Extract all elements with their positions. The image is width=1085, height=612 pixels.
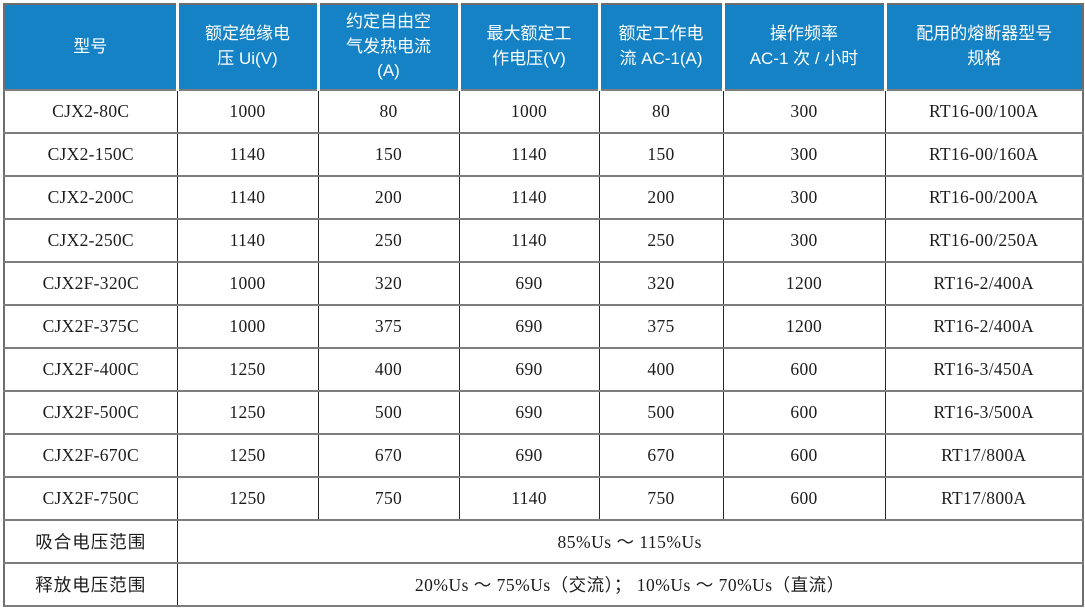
column-header-thermal-current: 约定自由空 气发热电流 (A): [316, 3, 461, 91]
cell: 320: [598, 261, 724, 306]
cell: RT16-00/200A: [884, 175, 1084, 220]
cell: RT16-00/160A: [884, 132, 1084, 177]
column-header-max-working-voltage: 最大额定工 作电压(V): [457, 3, 601, 91]
pickup-voltage-label: 吸合电压范围: [3, 519, 178, 564]
cell: 600: [722, 390, 886, 435]
cell: 690: [458, 390, 600, 435]
cell: RT16-2/400A: [884, 261, 1084, 306]
cell-model: CJX2-80C: [3, 89, 178, 134]
release-voltage-label: 释放电压范围: [3, 562, 178, 607]
release-voltage-row: 释放电压范围 20%Us ～ 75%Us（交流）； 10%Us ～ 70%Us（…: [3, 562, 1084, 607]
cell-model: CJX2F-670C: [3, 433, 178, 478]
pickup-voltage-value: 85%Us ～ 115%Us: [176, 519, 1084, 564]
header-row: 型号 额定绝缘电 压 Ui(V) 约定自由空 气发热电流 (A) 最大额定工 作…: [3, 3, 1084, 91]
cell: 670: [317, 433, 460, 478]
cell: 750: [598, 476, 724, 521]
table-row: CJX2-250C 1140 250 1140 250 300 RT16-00/…: [3, 218, 1084, 263]
cell-model: CJX2-250C: [3, 218, 178, 263]
cell-model: CJX2F-375C: [3, 304, 178, 349]
cell: 400: [317, 347, 460, 392]
cell: 1000: [176, 261, 319, 306]
cell: 600: [722, 347, 886, 392]
table-row: CJX2F-500C 1250 500 690 500 600 RT16-3/5…: [3, 390, 1084, 435]
cell: 250: [598, 218, 724, 263]
cell: 1140: [458, 218, 600, 263]
cell: 500: [317, 390, 460, 435]
cell: 670: [598, 433, 724, 478]
cell: 1000: [458, 89, 600, 134]
cell: 200: [598, 175, 724, 220]
cell: 200: [317, 175, 460, 220]
cell-model: CJX2F-400C: [3, 347, 178, 392]
cell: RT17/800A: [884, 433, 1084, 478]
cell: 1250: [176, 347, 319, 392]
cell: 1140: [458, 175, 600, 220]
cell: 300: [722, 218, 886, 263]
cell: 1200: [722, 304, 886, 349]
table-row: CJX2F-375C 1000 375 690 375 1200 RT16-2/…: [3, 304, 1084, 349]
table-header: 型号 额定绝缘电 压 Ui(V) 约定自由空 气发热电流 (A) 最大额定工 作…: [3, 3, 1084, 91]
cell: 1140: [176, 218, 319, 263]
table-row: CJX2-200C 1140 200 1140 200 300 RT16-00/…: [3, 175, 1084, 220]
cell: 375: [317, 304, 460, 349]
column-header-operating-frequency: 操作频率 AC-1 次 / 小时: [721, 3, 887, 91]
cell: 1250: [176, 390, 319, 435]
cell: 80: [598, 89, 724, 134]
cell-model: CJX2F-750C: [3, 476, 178, 521]
cell-model: CJX2F-500C: [3, 390, 178, 435]
table-row: CJX2-80C 1000 80 1000 80 300 RT16-00/100…: [3, 89, 1084, 134]
cell: 80: [317, 89, 460, 134]
cell: 690: [458, 304, 600, 349]
column-header-model: 型号: [3, 3, 179, 91]
cell: 600: [722, 433, 886, 478]
cell: RT17/800A: [884, 476, 1084, 521]
cell: 300: [722, 132, 886, 177]
table-row: CJX2-150C 1140 150 1140 150 300 RT16-00/…: [3, 132, 1084, 177]
table-row: CJX2F-320C 1000 320 690 320 1200 RT16-2/…: [3, 261, 1084, 306]
cell: 150: [317, 132, 460, 177]
cell: RT16-3/450A: [884, 347, 1084, 392]
table-row: CJX2F-400C 1250 400 690 400 600 RT16-3/4…: [3, 347, 1084, 392]
cell: 250: [317, 218, 460, 263]
cell-model: CJX2-200C: [3, 175, 178, 220]
table-row: CJX2F-750C 1250 750 1140 750 600 RT17/80…: [3, 476, 1084, 521]
cell: 690: [458, 347, 600, 392]
pickup-voltage-row: 吸合电压范围 85%Us ～ 115%Us: [3, 519, 1084, 564]
cell: 400: [598, 347, 724, 392]
cell: 1250: [176, 476, 319, 521]
cell: RT16-3/500A: [884, 390, 1084, 435]
cell: 150: [598, 132, 724, 177]
cell-model: CJX2-150C: [3, 132, 178, 177]
cell: 300: [722, 175, 886, 220]
table-row: CJX2F-670C 1250 670 690 670 600 RT17/800…: [3, 433, 1084, 478]
cell: 320: [317, 261, 460, 306]
cell: 300: [722, 89, 886, 134]
cell: 1140: [176, 175, 319, 220]
cell: RT16-2/400A: [884, 304, 1084, 349]
column-header-fuse-spec: 配用的熔断器型号 规格: [883, 3, 1084, 91]
cell: 1140: [176, 132, 319, 177]
release-voltage-value: 20%Us ～ 75%Us（交流）； 10%Us ～ 70%Us（直流）: [176, 562, 1084, 607]
cell: 375: [598, 304, 724, 349]
cell: 1000: [176, 304, 319, 349]
cell: 1140: [458, 476, 600, 521]
cell: 500: [598, 390, 724, 435]
cell: RT16-00/100A: [884, 89, 1084, 134]
cell-model: CJX2F-320C: [3, 261, 178, 306]
cell: 750: [317, 476, 460, 521]
cell: 690: [458, 433, 600, 478]
table-body: CJX2-80C 1000 80 1000 80 300 RT16-00/100…: [3, 89, 1084, 607]
cell: 600: [722, 476, 886, 521]
cell: RT16-00/250A: [884, 218, 1084, 263]
spec-table: 型号 额定绝缘电 压 Ui(V) 约定自由空 气发热电流 (A) 最大额定工 作…: [3, 3, 1084, 607]
column-header-working-current: 额定工作电 流 AC-1(A): [597, 3, 725, 91]
column-header-insulation-voltage: 额定绝缘电 压 Ui(V): [175, 3, 320, 91]
cell: 1200: [722, 261, 886, 306]
cell: 1140: [458, 132, 600, 177]
cell: 1250: [176, 433, 319, 478]
cell: 690: [458, 261, 600, 306]
cell: 1000: [176, 89, 319, 134]
